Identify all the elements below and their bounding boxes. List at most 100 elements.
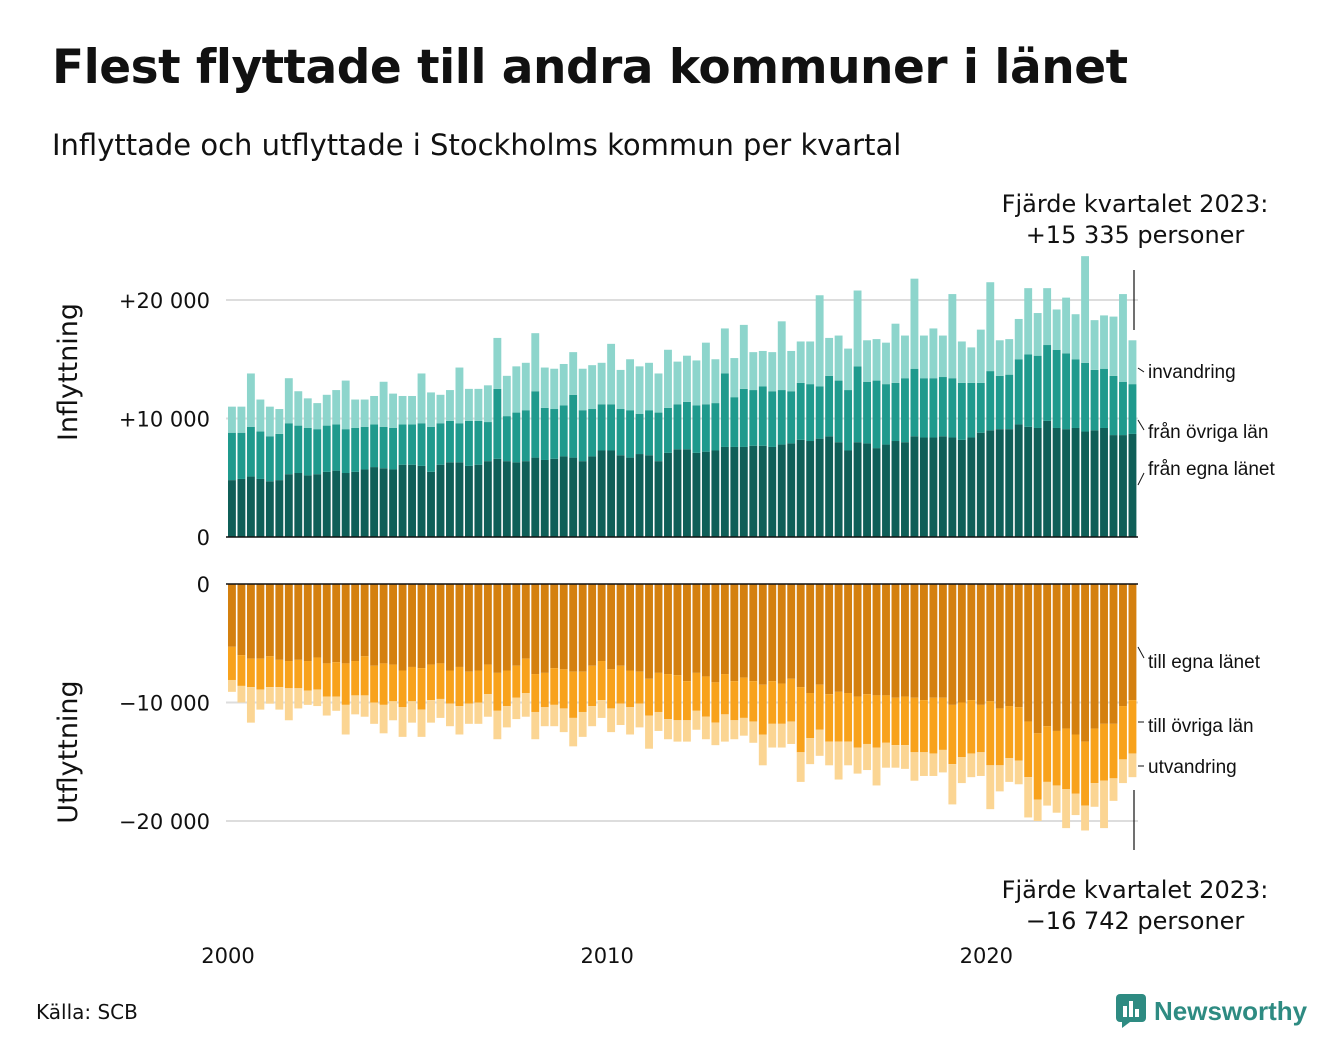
bar-in-2013Q2-s1 xyxy=(730,397,739,447)
bar-out-2020Q4-s1 xyxy=(1014,707,1023,761)
bar-in-2007Q1-s0 xyxy=(493,458,502,537)
bar-out-2006Q3-s1 xyxy=(474,670,483,703)
invandring-label: invandring xyxy=(1148,362,1236,383)
bar-in-2021Q2-s1 xyxy=(1033,355,1042,428)
bar-out-2001Q3-s0 xyxy=(284,584,293,662)
bar-in-2001Q2-s0 xyxy=(275,480,284,537)
bar-out-2007Q3-s1 xyxy=(512,665,521,698)
bar-out-2011Q2-s0 xyxy=(654,584,663,673)
bar-in-2012Q1-s0 xyxy=(683,449,691,537)
bar-out-2014Q3-s1 xyxy=(777,683,786,724)
bar-in-2011Q4-s1 xyxy=(673,404,682,450)
bar-in-2013Q1-s0 xyxy=(720,446,729,537)
bar-out-2016Q1-s0 xyxy=(834,584,843,692)
bar-out-2010Q4-s0 xyxy=(635,584,644,672)
bar-in-2019Q3-s1 xyxy=(967,382,976,438)
bar-out-2002Q1-s1 xyxy=(303,661,312,691)
bar-out-2012Q1-s1 xyxy=(683,681,691,721)
bar-out-2003Q3-s2 xyxy=(360,695,369,717)
bar-out-2019Q3-s1 xyxy=(967,700,976,754)
bar-out-2002Q2-s1 xyxy=(313,657,322,690)
bar-out-2005Q3-s1 xyxy=(436,663,445,699)
bar-in-2007Q4-s2 xyxy=(521,362,530,411)
inflyttning-bars xyxy=(228,256,1137,537)
bar-out-2023Q1-s1 xyxy=(1100,723,1108,781)
bar-in-2008Q4-s2 xyxy=(559,363,568,406)
bar-out-2013Q3-s0 xyxy=(739,584,748,678)
bar-out-2000Q4-s0 xyxy=(256,584,265,659)
bar-in-2011Q2-s1 xyxy=(654,412,663,462)
bar-in-2016Q1-s0 xyxy=(834,442,843,537)
bar-out-2019Q1-s1 xyxy=(948,704,957,765)
bar-in-2011Q4-s2 xyxy=(673,361,682,405)
bar-in-2017Q1-s2 xyxy=(872,339,881,381)
bar-in-2020Q2-s2 xyxy=(995,340,1004,376)
utflyttning-bars xyxy=(228,584,1137,831)
bar-out-2010Q1-s1 xyxy=(607,669,616,709)
bar-out-2018Q2-s0 xyxy=(919,584,928,701)
bar-in-2015Q4-s0 xyxy=(825,436,834,537)
bar-out-2005Q4-s2 xyxy=(446,703,454,727)
bar-in-2005Q2-s0 xyxy=(427,471,435,537)
bar-out-2015Q3-s1 xyxy=(815,684,824,730)
bar-out-2023Q2-s0 xyxy=(1109,584,1118,724)
bar-in-2008Q1-s0 xyxy=(531,457,540,537)
bar-in-2022Q4-s2 xyxy=(1090,320,1099,370)
bar-in-2003Q3-s1 xyxy=(360,426,369,470)
bar-out-2012Q1-s0 xyxy=(683,584,691,682)
bar-out-2006Q4-s0 xyxy=(483,584,492,665)
bar-in-2015Q2-s2 xyxy=(806,341,815,385)
bar-out-2022Q4-s0 xyxy=(1090,584,1099,729)
bar-out-2010Q1-s0 xyxy=(607,584,616,670)
bar-out-2010Q2-s0 xyxy=(616,584,625,666)
bar-in-2003Q1-s0 xyxy=(341,473,350,537)
bar-in-2016Q2-s0 xyxy=(844,450,853,537)
inflyttning-axis-title: Inflyttning xyxy=(53,303,84,441)
bar-out-2006Q2-s1 xyxy=(464,671,473,704)
bar-out-2001Q3-s1 xyxy=(284,661,293,689)
bar-in-2015Q3-s0 xyxy=(815,438,824,537)
bar-out-2009Q3-s0 xyxy=(588,584,597,666)
bar-out-2015Q2-s0 xyxy=(806,584,815,694)
bar-in-2023Q2-s1 xyxy=(1109,375,1118,436)
bar-in-2001Q2-s1 xyxy=(275,433,284,481)
bar-in-2012Q1-s2 xyxy=(683,355,691,402)
bar-out-2013Q2-s0 xyxy=(730,584,739,682)
bar-in-2010Q3-s0 xyxy=(626,457,635,537)
bar-out-2008Q3-s1 xyxy=(550,668,559,705)
bar-out-2008Q1-s1 xyxy=(531,674,540,712)
bar-in-2023Q3-s1 xyxy=(1119,381,1127,436)
bar-in-2006Q4-s2 xyxy=(483,385,492,423)
bar-out-2013Q1-s0 xyxy=(720,584,729,675)
bar-out-2002Q3-s1 xyxy=(322,663,331,697)
bar-out-2014Q1-s1 xyxy=(758,684,767,735)
bar-in-2014Q3-s0 xyxy=(777,444,786,537)
bar-out-2022Q3-s0 xyxy=(1081,584,1090,742)
bar-in-2017Q3-s2 xyxy=(891,323,900,383)
bar-in-2000Q3-s0 xyxy=(246,476,255,537)
bar-out-2022Q3-s1 xyxy=(1081,741,1090,806)
bar-in-2020Q2-s1 xyxy=(995,375,1004,430)
bar-in-2012Q2-s0 xyxy=(692,452,701,537)
bar-in-2010Q1-s2 xyxy=(607,343,616,405)
bar-in-2022Q3-s1 xyxy=(1081,362,1090,432)
bar-in-2023Q4-s1 xyxy=(1128,384,1137,434)
bar-out-2015Q2-s2 xyxy=(806,738,815,765)
bar-out-2023Q4-s2 xyxy=(1128,753,1137,778)
bar-out-2014Q1-s0 xyxy=(758,584,767,685)
newsworthy-logo[interactable]: Newsworthy xyxy=(1116,994,1307,1028)
bar-out-2017Q2-s1 xyxy=(882,695,890,743)
bar-out-2019Q1-s2 xyxy=(948,764,957,805)
bar-in-2017Q3-s0 xyxy=(891,441,900,537)
bar-in-2003Q2-s0 xyxy=(351,471,360,537)
bottom-annotation-line2: −16 742 personer xyxy=(1026,907,1245,935)
bar-out-2006Q4-s1 xyxy=(483,664,492,695)
bar-out-2013Q4-s2 xyxy=(749,721,758,743)
bar-in-2007Q1-s2 xyxy=(493,337,502,389)
bar-in-2016Q4-s0 xyxy=(863,443,871,537)
bar-in-2003Q2-s2 xyxy=(351,399,360,428)
bar-in-2003Q3-s2 xyxy=(360,399,369,427)
bar-in-2007Q2-s1 xyxy=(502,416,511,462)
bar-in-2008Q1-s1 xyxy=(531,391,540,458)
bar-out-2016Q2-s0 xyxy=(844,584,853,694)
